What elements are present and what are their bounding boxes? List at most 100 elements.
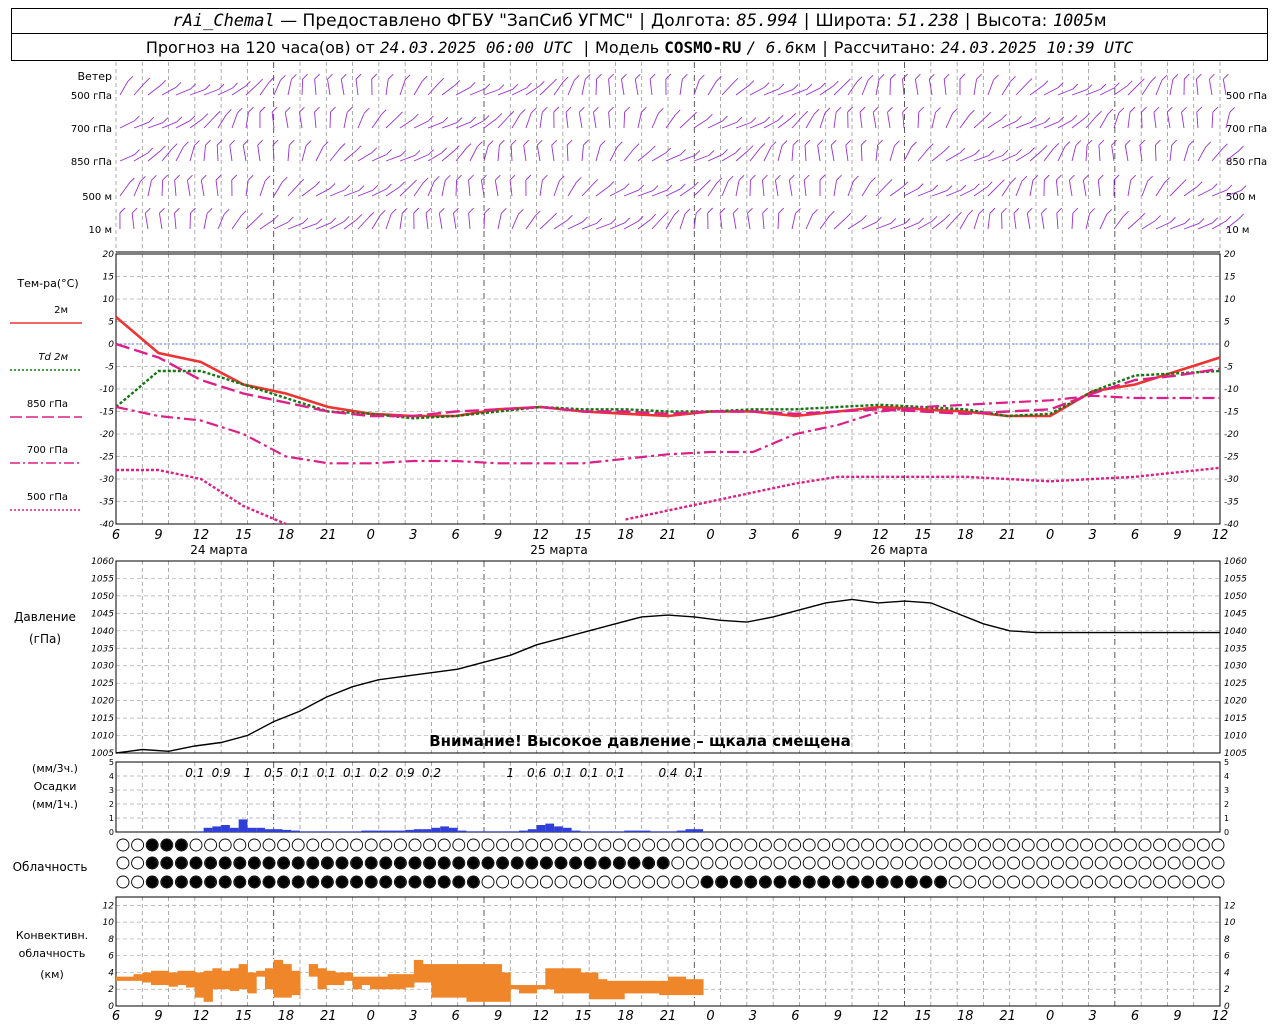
wind-barb-feather bbox=[302, 73, 309, 80]
wind-barb-feather bbox=[456, 174, 462, 181]
hour-tick-label-bottom: 9 bbox=[494, 1009, 502, 1024]
cloud-symbol bbox=[904, 838, 918, 852]
hour-tick-label-bottom: 6 bbox=[1131, 1009, 1139, 1024]
cloud-fill bbox=[365, 876, 377, 888]
wind-barb-feather bbox=[1198, 218, 1205, 224]
wind-barb bbox=[987, 184, 1000, 197]
wind-barb bbox=[539, 112, 543, 129]
precip-unit-1h: (мм/1ч.) bbox=[32, 798, 78, 811]
wind-barb bbox=[1169, 79, 1174, 96]
cloud-symbol bbox=[948, 838, 962, 852]
wind-barb-feather bbox=[658, 107, 664, 114]
conv-bar bbox=[326, 970, 336, 986]
hour-tick-label: 3 bbox=[1088, 528, 1096, 543]
wind-barb-feather bbox=[878, 73, 885, 80]
conv-bar bbox=[256, 970, 266, 977]
wind-barb-feather bbox=[806, 83, 813, 90]
hour-tick-label-bottom: 15 bbox=[575, 1009, 592, 1024]
wind-barb bbox=[1056, 213, 1059, 230]
wind-barb-feather bbox=[917, 183, 924, 189]
precip-3h-total: 0.1 bbox=[317, 766, 336, 780]
cloud-symbol bbox=[1109, 856, 1123, 870]
wind-barb-feather bbox=[902, 73, 908, 80]
wind-barb-feather bbox=[1211, 183, 1218, 190]
wind-barb bbox=[721, 152, 736, 162]
wind-barb bbox=[595, 223, 612, 230]
wind-barb-feather bbox=[343, 216, 350, 222]
precip-bar bbox=[238, 819, 248, 832]
wind-barb-feather bbox=[584, 74, 591, 80]
wind-barb-feather bbox=[804, 139, 811, 146]
conv-bar bbox=[247, 972, 257, 994]
wind-barb bbox=[749, 148, 761, 162]
wind-barb-feather bbox=[1238, 213, 1244, 220]
wind-barb bbox=[119, 80, 129, 96]
wind-barb bbox=[287, 222, 304, 230]
wind-barb bbox=[679, 116, 692, 129]
wind-barb bbox=[1043, 87, 1059, 96]
cloud-symbol bbox=[1196, 856, 1210, 870]
wind-barb-feather bbox=[206, 207, 213, 214]
wind-barb-feather bbox=[567, 214, 573, 221]
wind-barb-feather bbox=[1096, 110, 1102, 117]
wind-barb-feather bbox=[781, 140, 788, 146]
wind-barb-feather bbox=[944, 213, 950, 220]
cloud-symbol bbox=[1007, 875, 1021, 889]
cloud-fill bbox=[467, 857, 479, 869]
wind-barb bbox=[301, 145, 307, 162]
wind-barb bbox=[203, 145, 206, 162]
wind-barb-feather bbox=[551, 139, 558, 146]
wind-barb bbox=[747, 213, 751, 230]
cloud-fill bbox=[613, 857, 625, 869]
wind-barb-feather bbox=[1064, 141, 1071, 147]
wind-barb bbox=[917, 220, 933, 230]
wind-barb bbox=[1225, 218, 1239, 230]
wind-barb-feather bbox=[1069, 174, 1075, 181]
cloud-symbol bbox=[233, 838, 247, 852]
precip-ytick: 3 bbox=[109, 786, 114, 795]
wind-barb-feather bbox=[390, 208, 397, 215]
wind-barb-feather bbox=[1056, 174, 1062, 181]
precip-ytick: 1 bbox=[109, 814, 114, 823]
wind-barb-feather bbox=[662, 211, 669, 218]
precip-bar bbox=[562, 827, 572, 832]
wind-barb bbox=[889, 223, 906, 230]
wind-barb-feather bbox=[530, 107, 537, 114]
wind-barb bbox=[620, 79, 625, 96]
wind-barb-feather bbox=[876, 216, 882, 223]
wind-barb-feather bbox=[484, 83, 491, 90]
pressure-title: Давление bbox=[14, 610, 76, 624]
wind-barb bbox=[1181, 112, 1185, 129]
wind-barb bbox=[314, 112, 317, 129]
wind-barb bbox=[987, 154, 1004, 162]
wind-barb bbox=[245, 217, 258, 230]
wind-barb bbox=[1225, 150, 1239, 162]
cloud-fill bbox=[497, 857, 509, 869]
wind-barb-feather bbox=[162, 174, 169, 181]
temp-frame bbox=[115, 253, 1221, 525]
conv-unit: (км) bbox=[40, 968, 64, 981]
wind-barb-feather bbox=[1209, 73, 1215, 80]
cloud-symbol bbox=[1138, 838, 1152, 852]
wind-barb-feather bbox=[750, 174, 756, 181]
wind-barb-feather bbox=[932, 184, 939, 191]
wind-barb bbox=[987, 118, 1002, 129]
wind-barb-feather bbox=[509, 174, 516, 181]
wind-barb bbox=[1097, 180, 1101, 197]
wind-barb-feather bbox=[237, 107, 243, 114]
conv-bar bbox=[212, 968, 222, 990]
wind-barb bbox=[861, 221, 877, 230]
conv-bar bbox=[475, 964, 485, 1002]
wind-barb-feather bbox=[638, 184, 645, 191]
wind-level-right: 500 гПа bbox=[1226, 91, 1267, 102]
wind-barb bbox=[1141, 220, 1156, 230]
wind-barb bbox=[385, 186, 400, 197]
precip-bar bbox=[256, 827, 265, 832]
wind-barb bbox=[453, 213, 457, 230]
cloud-fill bbox=[657, 857, 669, 869]
wind-barb bbox=[147, 84, 161, 96]
wind-barb bbox=[581, 222, 598, 230]
wind-barb-feather bbox=[204, 84, 211, 90]
wind-barb bbox=[634, 79, 639, 96]
hour-tick-label-bottom: 6 bbox=[791, 1009, 799, 1024]
